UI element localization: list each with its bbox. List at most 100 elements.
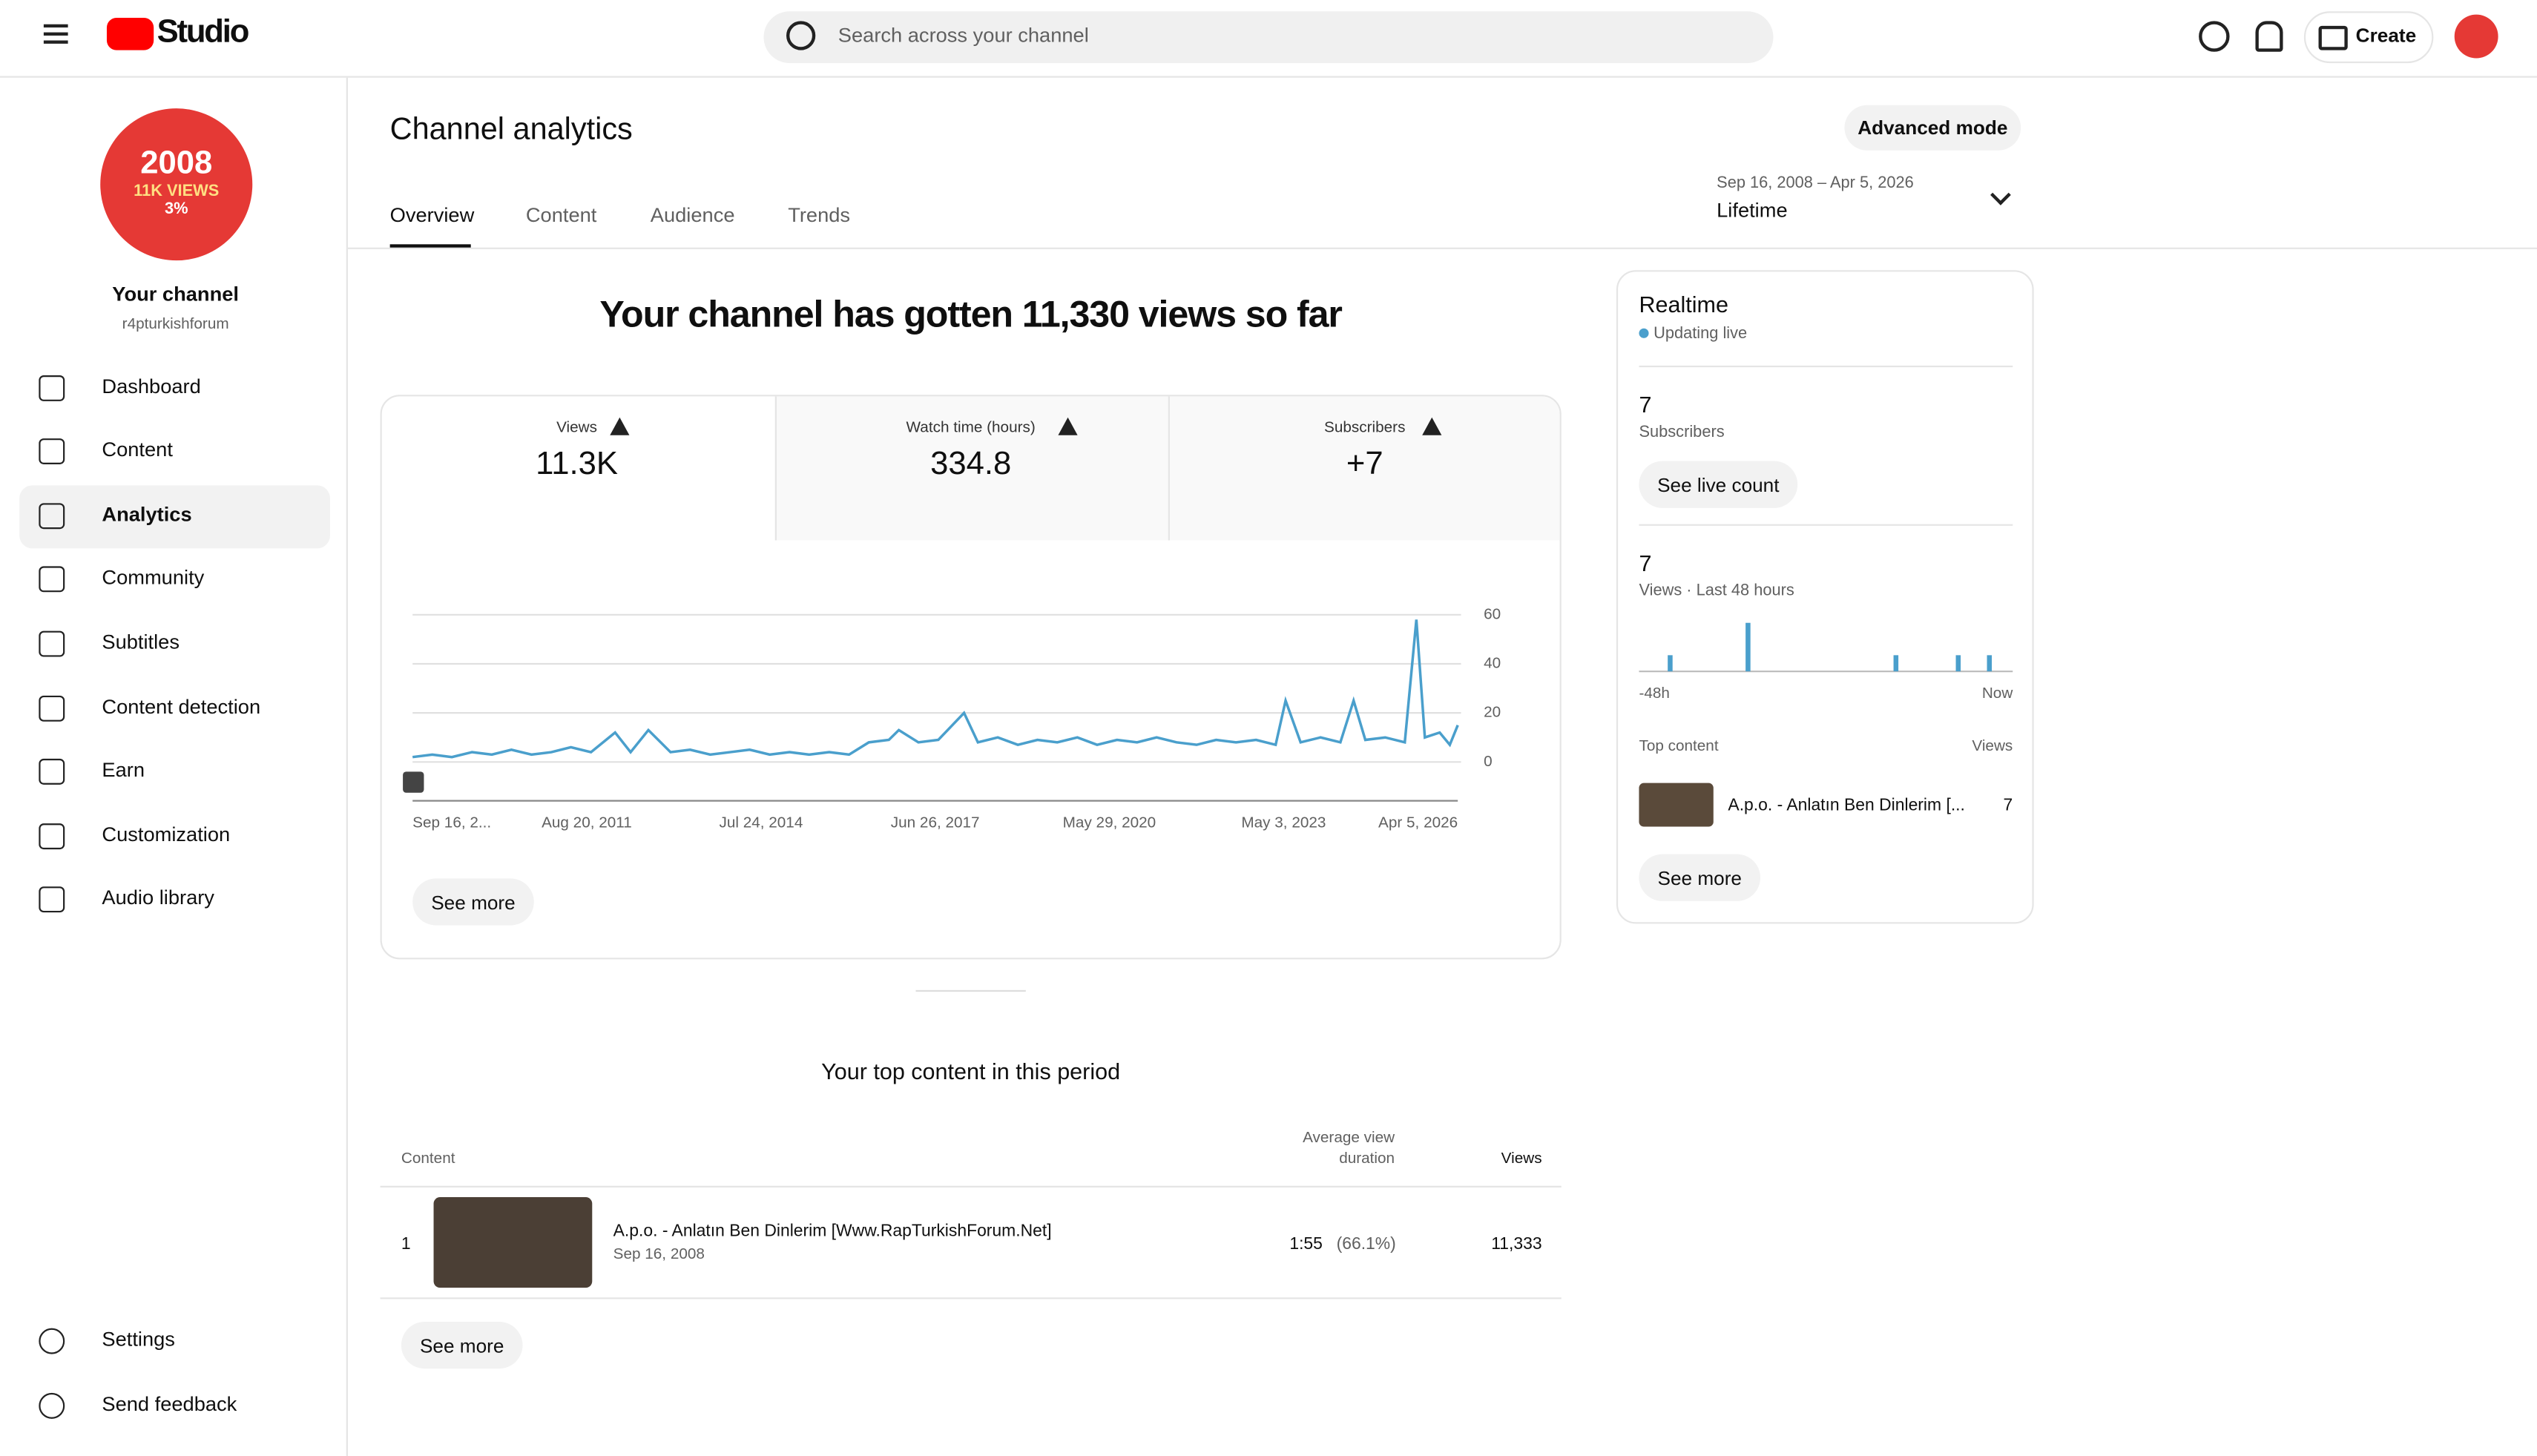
- tabs-divider: [347, 247, 2537, 249]
- nav-item[interactable]: Earn: [102, 758, 145, 782]
- divider: [915, 989, 1026, 992]
- x-tick-label: Now: [1982, 685, 2013, 702]
- subscribers-count: 7: [1639, 391, 1652, 418]
- see-more-button[interactable]: See more: [1639, 854, 1761, 901]
- thumbnail[interactable]: [1639, 783, 1714, 827]
- create-icon: [2318, 25, 2348, 50]
- see-live-count-button[interactable]: See live count: [1639, 461, 1798, 508]
- nav-active: [19, 485, 330, 549]
- x-tick-label: Sep 16, 2...: [412, 814, 491, 831]
- nav-item[interactable]: Settings: [102, 1328, 175, 1351]
- duration-percent: (66.1%): [1336, 1234, 1396, 1254]
- play-marker: [403, 771, 424, 793]
- x-tick-label: Jun 26, 2017: [891, 814, 980, 831]
- date-range[interactable]: Sep 16, 2008 – Apr 5, 2026: [1717, 174, 1914, 193]
- warning-icon: [1057, 417, 1078, 435]
- y-tick-label: 60: [1484, 605, 1501, 622]
- nav-item[interactable]: Customization: [102, 823, 231, 846]
- item-views: 7: [2003, 796, 2013, 816]
- sidebar-divider: [346, 77, 348, 1456]
- x-tick-label: -48h: [1639, 685, 1669, 702]
- x-tick-label: Jul 24, 2014: [719, 814, 803, 831]
- divider: [380, 1185, 1562, 1187]
- avatar-text: 11K VIEWS: [134, 182, 220, 201]
- logo-icon[interactable]: [106, 17, 154, 50]
- column-header: Views: [1501, 1150, 1542, 1168]
- nav-icon: [39, 823, 65, 850]
- nav-item[interactable]: Analytics: [102, 503, 192, 526]
- nav-icon: [39, 438, 65, 464]
- period[interactable]: Lifetime: [1717, 199, 1788, 222]
- section-title: Your top content in this period: [821, 1058, 1121, 1084]
- nav-icon: [39, 758, 65, 785]
- tab[interactable]: Audience: [650, 203, 735, 227]
- rank: 1: [401, 1234, 411, 1254]
- divider: [380, 1297, 1562, 1299]
- realtime-title: Realtime: [1639, 291, 1728, 317]
- video-title[interactable]: A.p.o. - Anlatın Ben Dinlerim [Www.RapTu…: [613, 1221, 1052, 1241]
- search-placeholder: Search across your channel: [838, 24, 1089, 47]
- bar: [1745, 622, 1751, 672]
- live-dot: [1639, 328, 1649, 338]
- nav-icon: [39, 695, 65, 722]
- menu-button[interactable]: [43, 24, 68, 44]
- advanced-mode-button[interactable]: Advanced mode: [1844, 105, 2021, 151]
- nav-item[interactable]: Dashboard: [102, 375, 201, 398]
- y-tick-label: 20: [1484, 704, 1501, 721]
- bar: [1893, 655, 1899, 672]
- subscribers-label: Subscribers: [1639, 424, 1725, 442]
- x-tick-label: Aug 20, 2011: [542, 814, 632, 831]
- search-box[interactable]: [763, 11, 1774, 64]
- nav-item[interactable]: Audio library: [102, 886, 214, 909]
- avatar-text: 3%: [164, 200, 188, 219]
- bar: [1668, 655, 1673, 672]
- x-tick-label: May 3, 2023: [1241, 814, 1326, 831]
- nav-icon: [39, 1392, 65, 1419]
- metric-label: Views: [556, 418, 597, 437]
- views-count: 7: [1639, 550, 1652, 576]
- notifications-icon[interactable]: [2255, 21, 2283, 52]
- headline: Your channel has gotten 11,330 views so …: [599, 292, 1343, 335]
- divider: [1639, 365, 2013, 368]
- y-tick-label: 40: [1484, 654, 1501, 671]
- realtime-status: Updating live: [1654, 325, 1748, 343]
- search-icon: [786, 21, 816, 50]
- channel-avatar[interactable]: 2008 11K VIEWS 3%: [100, 108, 253, 261]
- channel-title: Your channel: [112, 283, 239, 306]
- column-header: Content: [401, 1150, 455, 1168]
- tab[interactable]: Overview: [389, 203, 475, 227]
- nav-item[interactable]: Community: [102, 566, 205, 589]
- metric-value: +7: [1346, 446, 1383, 482]
- bar: [1955, 655, 1961, 672]
- see-more-button[interactable]: See more: [412, 878, 534, 926]
- nav-icon: [39, 566, 65, 593]
- metric-label: Watch time (hours): [906, 418, 1036, 437]
- nav-item[interactable]: Content: [102, 438, 173, 461]
- see-more-button[interactable]: See more: [401, 1321, 523, 1369]
- divider: [1639, 524, 2013, 526]
- tab[interactable]: Content: [525, 203, 597, 227]
- nav-item[interactable]: Subtitles: [102, 630, 180, 654]
- nav-item[interactable]: Send feedback: [102, 1392, 237, 1416]
- video-date: Sep 16, 2008: [613, 1245, 705, 1264]
- views-label: Views · Last 48 hours: [1639, 582, 1794, 601]
- help-icon[interactable]: [2199, 21, 2230, 52]
- metric-label: Subscribers: [1324, 418, 1406, 437]
- bar: [1987, 655, 1993, 672]
- tab[interactable]: Trends: [788, 203, 851, 227]
- nav-icon: [39, 503, 65, 530]
- x-tick-label: Apr 5, 2026: [1378, 814, 1458, 831]
- create-button[interactable]: [2303, 11, 2434, 64]
- item-title[interactable]: A.p.o. - Anlatın Ben Dinlerim [...: [1728, 796, 1965, 816]
- account-avatar[interactable]: [2454, 14, 2498, 59]
- tab-indicator: [389, 244, 471, 248]
- thumbnail[interactable]: [433, 1197, 593, 1288]
- y-tick-label: 0: [1484, 753, 1493, 770]
- column-header: Average view duration: [1303, 1129, 1395, 1168]
- metric-value: 11.3K: [536, 446, 618, 482]
- logo[interactable]: Studio: [157, 14, 250, 50]
- nav-item[interactable]: Content detection: [102, 695, 261, 719]
